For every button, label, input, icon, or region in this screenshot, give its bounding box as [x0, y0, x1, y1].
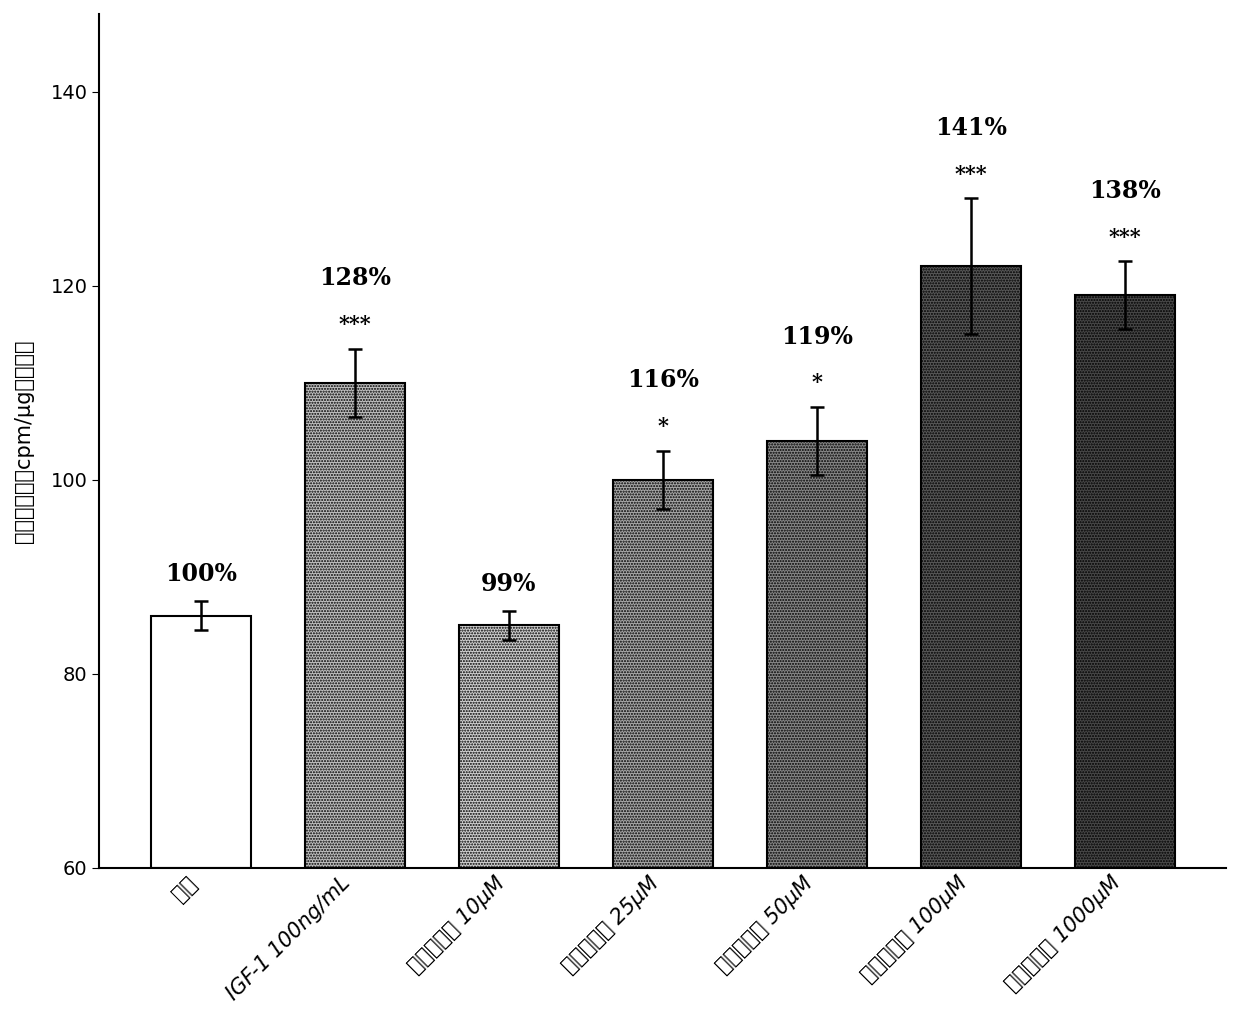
Text: 141%: 141% [935, 116, 1007, 140]
Text: 100%: 100% [165, 563, 237, 586]
Text: ***: *** [339, 315, 371, 334]
Text: ***: *** [955, 164, 987, 183]
Bar [766, 441, 867, 868]
Text: 119%: 119% [781, 325, 853, 349]
Bar [921, 267, 1021, 868]
Text: *: * [657, 416, 668, 436]
Bar [613, 479, 713, 868]
Text: *: * [811, 373, 822, 392]
Y-axis label: 蛋白质合成（cpm/μg蛋白质）: 蛋白质合成（cpm/μg蛋白质） [14, 339, 33, 543]
Bar [1075, 295, 1174, 868]
Text: 116%: 116% [626, 369, 698, 392]
Text: ***: *** [1109, 227, 1141, 246]
Bar [150, 616, 250, 868]
Bar [305, 383, 404, 868]
Text: 99%: 99% [481, 572, 537, 597]
Text: 128%: 128% [319, 267, 391, 290]
Text: 138%: 138% [1089, 179, 1161, 204]
Bar [459, 625, 559, 868]
